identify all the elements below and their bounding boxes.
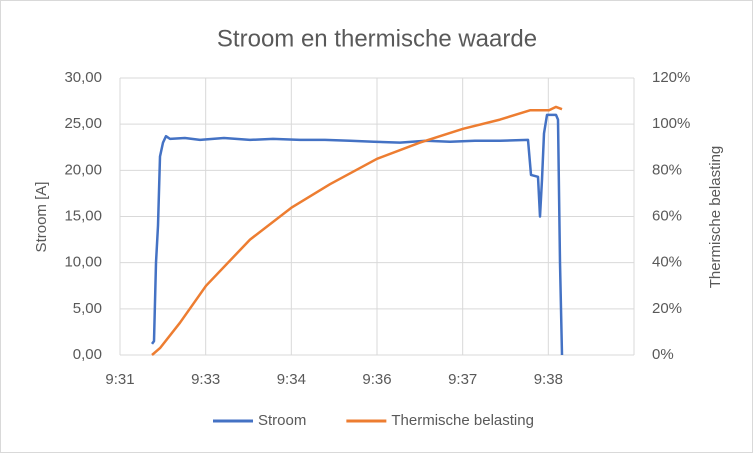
y-tick-label: 20,00 [64,161,102,178]
y-tick-label: 0,00 [73,346,102,363]
chart-title: Stroom en thermische waarde [217,25,537,52]
y2-tick-label: 120% [652,69,690,86]
legend-label: Stroom [258,412,306,429]
y2-tick-label: 100% [652,115,690,132]
series-line [151,105,563,356]
x-tick-label: 9:36 [362,371,391,388]
legend-label: Thermische belasting [391,412,534,429]
y2-tick-label: 40% [652,254,682,271]
y-tick-label: 5,00 [73,300,102,317]
x-tick-label: 9:37 [448,371,477,388]
y2-tick-label: 60% [652,207,682,224]
x-tick-label: 9:38 [534,371,563,388]
x-tick-label: 9:33 [191,371,220,388]
y-tick-label: 10,00 [64,254,102,271]
y-tick-label: 30,00 [64,69,102,86]
series-line [150,113,564,356]
y2-tick-label: 80% [652,161,682,178]
y2-tick-label: 20% [652,300,682,317]
x-tick-label: 9:31 [105,371,134,388]
y2-axis-title: Thermische belasting [707,146,724,289]
x-tick-label: 9:34 [277,371,306,388]
y-axis-title: Stroom [A] [33,182,50,253]
y-tick-label: 25,00 [64,115,102,132]
y-tick-label: 15,00 [64,207,102,224]
y2-tick-label: 0% [652,346,674,363]
